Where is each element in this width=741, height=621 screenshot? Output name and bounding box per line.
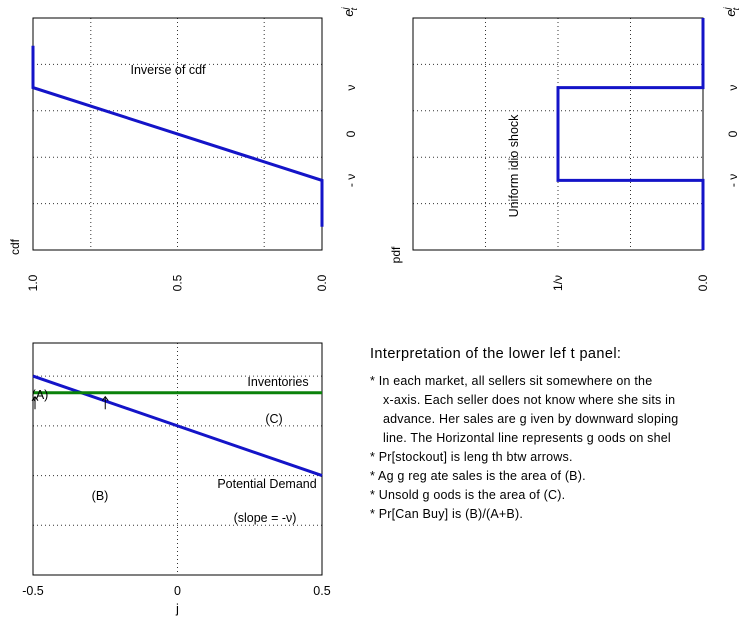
notes-line: advance. Her sales are g iven by downwar…	[383, 412, 679, 426]
plot-frame	[32, 17, 323, 251]
y-tick-label: - ν	[726, 174, 740, 187]
x-axis-label: j	[175, 601, 179, 616]
notes-line: x-axis. Each seller does not know where …	[383, 393, 676, 407]
x-tick-label: 0	[174, 584, 181, 598]
stockout-arrow-head	[101, 395, 109, 402]
x-tick-label: 0.5	[171, 274, 185, 291]
y-axis-label: ejt	[340, 6, 359, 16]
y-axis-label-sub: t	[731, 7, 741, 10]
y-axis-label-sup: j	[340, 6, 350, 10]
notes-heading: Interpretation of the lower lef t panel:	[370, 346, 622, 362]
x-tick-label: 0.0	[696, 274, 710, 291]
y-axis-label-sub: t	[349, 7, 359, 10]
annotation-area-b: (B)	[92, 489, 109, 503]
notes-line: * Ag g reg ate sales is the area of (B).	[370, 469, 586, 483]
panel-inverse-cdf: Inverse of cdf 1.0 0.5 0.0 cdf ν 0 - ν ejt	[8, 6, 359, 291]
x-tick-label: 1/ν	[551, 275, 565, 291]
y-axis-label: ejt	[722, 6, 741, 16]
y-tick-label: ν	[344, 85, 358, 91]
y-axis-label-sup: j	[722, 6, 732, 10]
series-line	[31, 45, 324, 227]
notes-line: * In each market, all sellers sit somewh…	[370, 374, 653, 388]
notes-line: * Pr[stockout] is leng th btw arrows.	[370, 450, 573, 464]
stockout-arrow-head	[31, 395, 39, 402]
notes-list: * In each market, all sellers sit somewh…	[370, 372, 741, 524]
plot-frame	[32, 342, 323, 576]
plot-frame	[412, 17, 704, 251]
annotation-area-a: (A)	[32, 388, 49, 402]
notes-line: * Unsold g oods is the area of (C).	[370, 488, 566, 502]
annotation-slope: (slope = -ν)	[234, 511, 297, 525]
y-tick-label: 0	[344, 130, 358, 137]
panel-inventories-demand: Inventories (A) (C) Potential Demand (B) (slo…	[22, 342, 331, 616]
interpretation-notes: Interpretation of the lower lef t panel:…	[370, 346, 741, 524]
x-axis-label: cdf	[8, 238, 22, 255]
y-tick-label: 0	[726, 130, 740, 137]
annotation-potential-demand: Potential Demand	[217, 477, 316, 491]
y-axis-label-text: ejt	[340, 6, 359, 16]
annotation-inverse-cdf: Inverse of cdf	[130, 63, 206, 77]
notes-line: * Pr[Can Buy] is (B)/(A+B).	[370, 507, 524, 521]
notes-line: line. The Horizontal line represents g o…	[383, 431, 671, 445]
y-tick-label: ν	[726, 85, 740, 91]
x-tick-label: 0.5	[313, 584, 330, 598]
x-tick-label: 0.0	[315, 274, 329, 291]
annotation-uniform-idio-shock: Uniform idio shock	[507, 114, 521, 218]
panel-uniform-pdf: Uniform idio shock 1/ν 0.0 pdf ν 0 - ν ejt	[389, 6, 741, 291]
annotation-area-c: (C)	[265, 412, 282, 426]
series-line	[556, 18, 705, 250]
annotation-inventories: Inventories	[247, 375, 308, 389]
x-tick-label: 1.0	[26, 274, 40, 291]
x-axis-label: pdf	[389, 246, 403, 263]
y-tick-label: - ν	[344, 174, 358, 187]
y-axis-label-text: ejt	[722, 6, 741, 16]
x-tick-label: -0.5	[22, 584, 44, 598]
